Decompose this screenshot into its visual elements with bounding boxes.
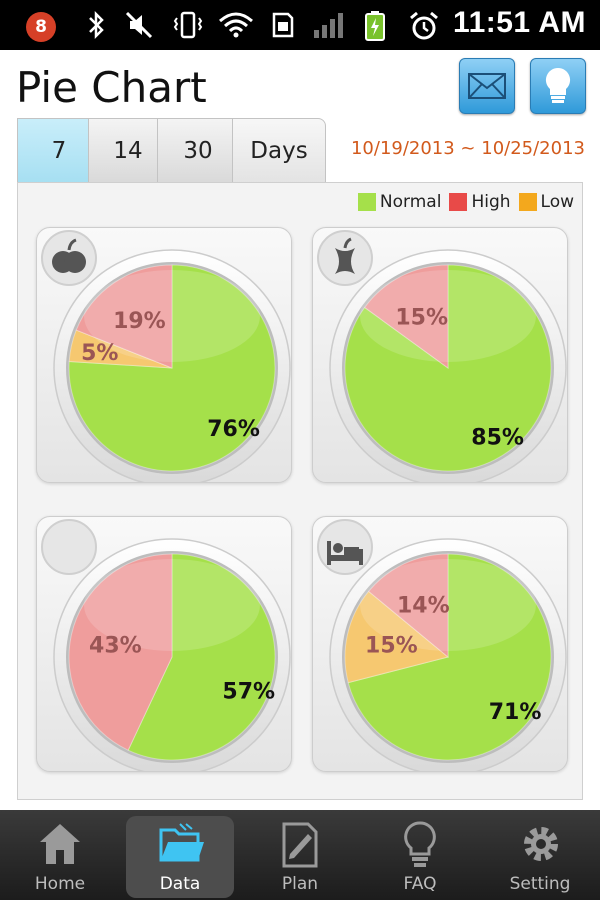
chart-card-sleep[interactable]: 71% 15% 14%: [312, 516, 568, 772]
legend-label-low: Low: [540, 192, 574, 212]
chart-card-night[interactable]: 57% 43%: [36, 516, 292, 772]
clock: 11:51 AM: [453, 6, 586, 39]
meals-label-high: 19%: [113, 309, 166, 334]
snacks-slice-normal: [344, 264, 552, 472]
meals-slice-low: [68, 329, 173, 369]
bulb-icon: [545, 67, 571, 103]
sleep-label-low: 15%: [365, 633, 418, 658]
sleep-slice-high: [367, 553, 449, 659]
sleep-slice-low: [344, 590, 450, 684]
mail-button[interactable]: [459, 58, 515, 114]
nav-setting-label: Setting: [509, 874, 571, 894]
pie-chart-night: 57% 43%: [41, 519, 291, 771]
legend-label-high: High: [471, 192, 511, 212]
mute-icon: [125, 11, 153, 39]
sim-icon: [272, 12, 294, 38]
bed-icon: [327, 541, 363, 565]
bluetooth-icon: [89, 10, 104, 40]
tab-7-days[interactable]: 7: [17, 118, 101, 183]
night-label-normal: 57%: [222, 679, 275, 704]
plan-icon: [282, 822, 318, 868]
bottom-nav: Home Data Plan FAQ Setting: [0, 810, 600, 900]
gear-icon: [524, 827, 558, 861]
legend-swatch-normal: [357, 193, 376, 211]
sleep-slice-normal: [347, 553, 552, 761]
night-label-high: 43%: [89, 633, 142, 658]
page-title: Pie Chart: [16, 63, 207, 112]
nav-setting[interactable]: Setting: [480, 810, 600, 900]
nav-faq-label: FAQ: [403, 874, 437, 894]
sleep-label-high: 14%: [397, 594, 450, 619]
meals-slice-normal: [68, 264, 276, 472]
nav-data-label: Data: [159, 874, 201, 894]
legend-swatch-low: [518, 193, 537, 211]
nav-home[interactable]: Home: [0, 810, 120, 900]
legend-item-low: Low: [518, 192, 574, 212]
snacks-slice-high: [363, 264, 449, 369]
notification-badge[interactable]: 8: [26, 12, 56, 42]
legend-swatch-high: [449, 193, 468, 211]
meals-label-normal: 76%: [207, 417, 260, 442]
apple-core-icon: [335, 237, 355, 274]
snacks-label-normal: 85%: [471, 425, 524, 450]
legend-item-normal: Normal: [357, 192, 442, 212]
legend-item-high: High: [449, 192, 511, 212]
nav-faq[interactable]: FAQ: [360, 810, 480, 900]
signal-icon: [314, 13, 343, 38]
night-slice-high: [68, 553, 173, 751]
alarm-icon: [410, 11, 438, 40]
date-range: 10/19/2013 ~ 10/25/2013: [350, 138, 585, 159]
mail-icon: [468, 73, 506, 99]
status-bar: 8 11:51 AM: [0, 0, 600, 50]
chart-card-snacks[interactable]: 85% 15%: [312, 227, 568, 483]
nav-home-label: Home: [34, 874, 86, 894]
tab-30-days[interactable]: 30: [157, 118, 239, 183]
night-slice-normal: [127, 553, 276, 761]
tab-14-days[interactable]: 14: [88, 118, 168, 183]
wifi-icon: [219, 12, 253, 38]
folder-icon: [159, 823, 204, 862]
legend: Normal High Low: [350, 192, 574, 212]
apple-icon: [52, 238, 86, 273]
meals-slice-high: [75, 264, 173, 369]
pie-chart-meals: 76% 5% 19%: [41, 230, 291, 482]
nav-plan[interactable]: Plan: [240, 810, 360, 900]
pie-chart-snacks: 85% 15%: [317, 230, 567, 482]
lightbulb-icon: [404, 821, 436, 867]
battery-charging-icon: [365, 11, 385, 41]
sleep-label-normal: 71%: [489, 700, 542, 725]
nav-plan-label: Plan: [281, 874, 319, 894]
meals-label-low: 5%: [81, 341, 118, 366]
tab-unit-label: Days: [232, 118, 326, 183]
snacks-label-high: 15%: [395, 305, 448, 330]
vibrate-icon: [173, 11, 203, 39]
legend-label-normal: Normal: [379, 192, 442, 212]
pie-chart-sleep: 71% 15% 14%: [317, 519, 567, 771]
tips-button[interactable]: [530, 58, 586, 114]
nav-data[interactable]: Data: [120, 810, 240, 900]
home-icon: [40, 824, 80, 864]
chart-card-meals[interactable]: 76% 5% 19%: [36, 227, 292, 483]
